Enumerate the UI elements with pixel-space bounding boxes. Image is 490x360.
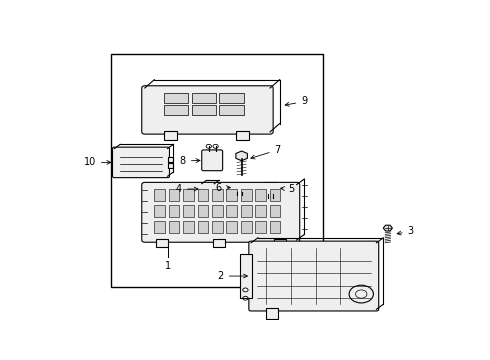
Bar	[255, 221, 266, 233]
Bar	[213, 239, 225, 247]
Text: 8: 8	[180, 156, 200, 166]
Bar	[154, 205, 165, 217]
Bar	[241, 205, 251, 217]
FancyBboxPatch shape	[113, 147, 170, 177]
Bar	[164, 93, 189, 103]
Bar	[212, 205, 222, 217]
Bar	[197, 221, 208, 233]
Bar	[154, 221, 165, 233]
Bar	[236, 131, 249, 140]
Text: 1: 1	[165, 261, 171, 271]
Bar	[270, 221, 280, 233]
Bar	[154, 189, 165, 202]
Bar	[270, 189, 280, 202]
Bar	[212, 221, 222, 233]
Bar	[197, 205, 208, 217]
Bar	[212, 189, 222, 202]
Bar	[168, 163, 173, 168]
Bar	[219, 105, 244, 115]
Bar	[255, 205, 266, 217]
Bar	[183, 205, 194, 217]
Bar	[270, 205, 280, 217]
Bar	[240, 254, 252, 298]
FancyBboxPatch shape	[142, 183, 300, 242]
Text: 3: 3	[397, 226, 414, 236]
Bar	[267, 309, 278, 319]
Bar	[168, 157, 173, 162]
Bar	[169, 189, 179, 202]
Bar	[192, 105, 216, 115]
Text: 7: 7	[251, 145, 281, 159]
Text: 5: 5	[281, 184, 294, 194]
Bar	[111, 54, 323, 287]
Bar	[226, 221, 237, 233]
Bar	[202, 184, 214, 194]
Bar	[169, 205, 179, 217]
Bar	[197, 189, 208, 202]
Bar	[274, 239, 286, 247]
FancyBboxPatch shape	[249, 241, 379, 311]
Bar	[156, 239, 169, 247]
FancyBboxPatch shape	[202, 150, 222, 171]
Bar	[265, 182, 277, 194]
Bar	[192, 93, 216, 103]
Bar	[183, 221, 194, 233]
Bar	[183, 189, 194, 202]
Text: 9: 9	[285, 96, 307, 107]
Text: 2: 2	[218, 271, 247, 281]
Bar	[255, 189, 266, 202]
Bar	[164, 131, 177, 140]
FancyBboxPatch shape	[142, 86, 273, 134]
Text: 6: 6	[216, 183, 230, 193]
Bar	[234, 183, 245, 192]
Bar	[226, 205, 237, 217]
Text: 4: 4	[176, 184, 198, 194]
Bar	[219, 93, 244, 103]
Bar	[164, 105, 189, 115]
Text: 10: 10	[84, 157, 111, 167]
Bar	[226, 189, 237, 202]
Bar	[241, 221, 251, 233]
Bar	[241, 189, 251, 202]
Bar	[169, 221, 179, 233]
